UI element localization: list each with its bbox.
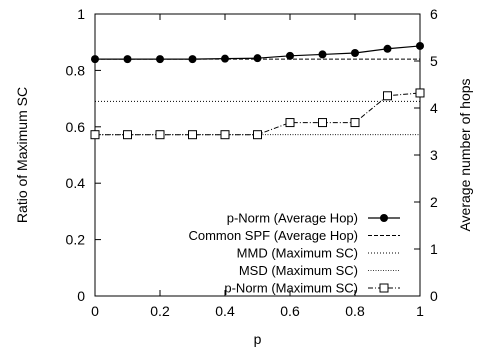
data-point-p-norm-maximum-sc	[350, 118, 360, 128]
series-line-p-norm-maximum-sc	[95, 92, 421, 136]
y-right-tick-label: 6	[430, 6, 438, 22]
y-right-tick-label: 1	[430, 241, 438, 257]
x-tick-label: 0	[91, 303, 99, 319]
data-point-p-norm-average-hop	[351, 49, 359, 58]
y-axis-right-title: Average number of hops	[457, 78, 473, 231]
y-left-tick-label: 0.4	[66, 175, 86, 191]
data-point-p-norm-maximum-sc	[415, 88, 425, 98]
legend-label-common-spf-average-hop: Common SPF (Average Hop)	[188, 228, 358, 243]
y-left-tick-label: 0.8	[66, 62, 86, 78]
data-point-p-norm-maximum-sc	[383, 91, 392, 101]
data-point-p-norm-maximum-sc	[188, 130, 197, 140]
data-point-p-norm-average-hop	[286, 51, 294, 60]
y-left-tick-label: 0	[77, 288, 85, 304]
x-tick-label: 0.2	[150, 303, 170, 319]
data-point-p-norm-maximum-sc	[285, 118, 295, 128]
y-right-tick-label: 4	[430, 100, 438, 116]
legend-marker-p-norm-maximum-sc	[379, 283, 389, 293]
y-right-tick-label: 5	[430, 53, 438, 69]
x-tick-label: 1	[416, 303, 424, 319]
series-layer	[90, 41, 425, 140]
x-axis-title: p	[254, 331, 262, 347]
x-tick-label: 0.8	[345, 303, 365, 319]
x-tick-label: 0.6	[280, 303, 300, 319]
legend: p-Norm (Average Hop) Common SPF (Average …	[188, 211, 400, 296]
y-left-tick-label: 0.2	[66, 232, 86, 248]
data-point-p-norm-maximum-sc	[90, 130, 100, 140]
data-point-p-norm-maximum-sc	[318, 118, 327, 128]
y-right-tick-label: 2	[430, 194, 438, 210]
y-right-tick-label: 3	[430, 147, 438, 163]
y-right-tick-label: 0	[430, 288, 438, 304]
data-point-p-norm-average-hop	[416, 41, 424, 50]
x-tick-label: 0.4	[215, 303, 235, 319]
legend-label-p-norm-maximum-sc: p-Norm (Maximum SC)	[224, 281, 358, 296]
legend-marker-p-norm-average-hop	[380, 214, 388, 222]
y-axis-left-title: Ratio of Maximum SC	[14, 87, 30, 223]
data-point-p-norm-maximum-sc	[253, 130, 262, 140]
y-left-tick-label: 1	[77, 6, 85, 22]
data-point-p-norm-average-hop	[318, 50, 327, 59]
data-point-p-norm-average-hop	[383, 44, 392, 53]
data-point-p-norm-maximum-sc	[123, 130, 132, 140]
data-point-p-norm-average-hop	[156, 55, 164, 64]
data-point-p-norm-average-hop	[253, 54, 262, 63]
legend-label-msd-maximum-sc: MSD (Maximum SC)	[239, 263, 358, 278]
legend-label-mmd-maximum-sc: MMD (Maximum SC)	[237, 246, 358, 261]
y-left-tick-label: 0.6	[66, 119, 86, 135]
data-point-p-norm-maximum-sc	[220, 130, 230, 140]
data-point-p-norm-maximum-sc	[155, 130, 165, 140]
legend-label-p-norm-average-hop: p-Norm (Average Hop)	[227, 211, 358, 226]
